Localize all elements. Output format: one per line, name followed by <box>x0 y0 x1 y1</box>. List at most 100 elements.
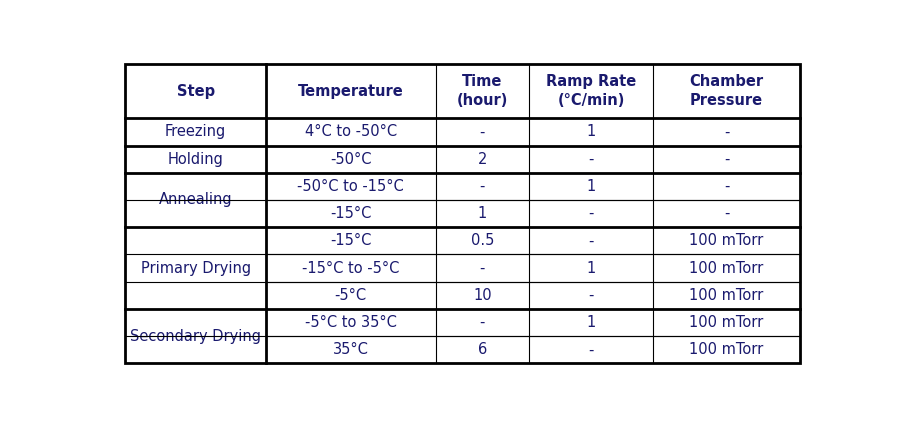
Bar <box>125 253 265 257</box>
Text: 10: 10 <box>473 288 491 303</box>
Bar <box>652 146 799 173</box>
Bar <box>652 64 799 118</box>
Bar <box>436 282 529 309</box>
Bar <box>652 200 799 227</box>
Text: -5°C to 35°C: -5°C to 35°C <box>305 315 396 330</box>
Bar <box>436 200 529 227</box>
Bar <box>265 64 436 118</box>
Text: Primary Drying: Primary Drying <box>141 261 251 276</box>
Bar <box>265 336 436 363</box>
Text: 100 mTorr: 100 mTorr <box>689 261 763 276</box>
Text: -: - <box>479 179 484 194</box>
Text: 1: 1 <box>585 261 595 276</box>
Bar <box>125 173 265 200</box>
Text: -: - <box>723 151 729 167</box>
Text: Chamber
Pressure: Chamber Pressure <box>689 74 763 108</box>
Bar <box>125 199 265 202</box>
Bar <box>125 336 265 363</box>
Bar <box>529 309 652 336</box>
Bar <box>436 309 529 336</box>
Text: Holding: Holding <box>168 151 224 167</box>
Text: 0.5: 0.5 <box>470 233 493 248</box>
Text: -: - <box>479 261 484 276</box>
Text: Annealing: Annealing <box>159 192 232 208</box>
Text: 6: 6 <box>477 342 486 357</box>
Bar <box>529 64 652 118</box>
Bar <box>652 227 799 255</box>
Text: -: - <box>587 233 593 248</box>
Bar <box>529 227 652 255</box>
Bar <box>265 200 436 227</box>
Bar <box>436 336 529 363</box>
Bar <box>652 309 799 336</box>
Text: -: - <box>587 206 593 221</box>
Text: 100 mTorr: 100 mTorr <box>689 288 763 303</box>
Bar <box>265 146 436 173</box>
Text: Time
(hour): Time (hour) <box>456 74 508 108</box>
Bar <box>652 282 799 309</box>
Text: -50°C to -15°C: -50°C to -15°C <box>297 179 404 194</box>
Text: -15°C to -5°C: -15°C to -5°C <box>302 261 399 276</box>
Bar <box>265 118 436 146</box>
Bar <box>125 255 265 282</box>
Bar <box>125 146 265 173</box>
Text: 1: 1 <box>585 124 595 140</box>
Text: -: - <box>723 179 729 194</box>
Text: -15°C: -15°C <box>330 206 371 221</box>
Text: 2: 2 <box>477 151 486 167</box>
Text: 35°C: 35°C <box>333 342 368 357</box>
Bar <box>652 336 799 363</box>
Text: -: - <box>723 206 729 221</box>
Bar <box>265 173 436 200</box>
Bar <box>529 146 652 173</box>
Bar <box>265 309 436 336</box>
Bar <box>125 282 265 309</box>
Bar <box>652 118 799 146</box>
Text: Step: Step <box>177 83 215 99</box>
Text: -15°C: -15°C <box>330 233 371 248</box>
Text: 1: 1 <box>585 179 595 194</box>
Bar <box>125 335 265 338</box>
Text: 100 mTorr: 100 mTorr <box>689 315 763 330</box>
Bar <box>529 282 652 309</box>
Text: Temperature: Temperature <box>298 83 403 99</box>
Text: Secondary Drying: Secondary Drying <box>130 329 261 344</box>
Bar <box>529 255 652 282</box>
Bar <box>529 173 652 200</box>
Bar <box>265 227 436 255</box>
Bar <box>436 227 529 255</box>
Text: -5°C: -5°C <box>335 288 366 303</box>
Text: 4°C to -50°C: 4°C to -50°C <box>304 124 396 140</box>
Bar <box>125 227 265 255</box>
Text: -50°C: -50°C <box>330 151 371 167</box>
Bar <box>265 282 436 309</box>
Bar <box>125 118 265 146</box>
Bar <box>436 118 529 146</box>
Bar <box>436 255 529 282</box>
Text: 100 mTorr: 100 mTorr <box>689 342 763 357</box>
Text: -: - <box>587 288 593 303</box>
Text: 1: 1 <box>477 206 486 221</box>
Bar <box>265 255 436 282</box>
Text: Freezing: Freezing <box>165 124 226 140</box>
Text: -: - <box>479 315 484 330</box>
Text: -: - <box>723 124 729 140</box>
Bar <box>529 336 652 363</box>
Bar <box>436 173 529 200</box>
Text: -: - <box>587 151 593 167</box>
Bar <box>529 200 652 227</box>
Text: 100 mTorr: 100 mTorr <box>689 233 763 248</box>
Bar <box>436 146 529 173</box>
Text: -: - <box>479 124 484 140</box>
Bar <box>125 200 265 227</box>
Bar <box>125 309 265 336</box>
Bar <box>652 255 799 282</box>
Bar <box>125 280 265 284</box>
Text: -: - <box>587 342 593 357</box>
Bar <box>652 173 799 200</box>
Text: Ramp Rate
(°C/min): Ramp Rate (°C/min) <box>545 74 635 108</box>
Bar <box>436 64 529 118</box>
Bar <box>529 118 652 146</box>
Text: 1: 1 <box>585 315 595 330</box>
Bar <box>125 64 265 118</box>
